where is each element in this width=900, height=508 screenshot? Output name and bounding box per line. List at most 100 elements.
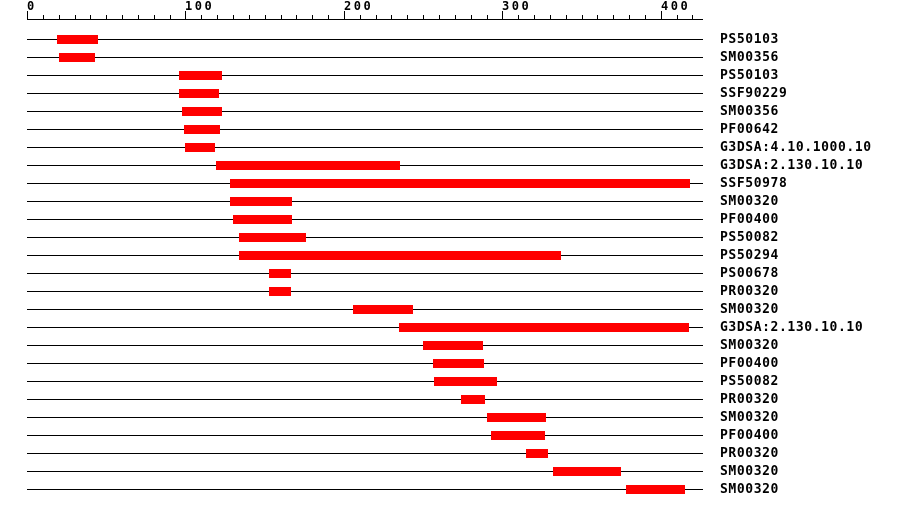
row-baseline (27, 471, 703, 472)
axis-minor-tick (75, 15, 76, 19)
axis-minor-tick (154, 15, 155, 19)
axis-minor-tick (597, 15, 598, 19)
axis-minor-tick (550, 15, 551, 19)
domain-match-bar (526, 449, 548, 458)
row-label: PR00320 (720, 284, 779, 299)
row-label: SSF50978 (720, 176, 788, 191)
axis-minor-tick (692, 15, 693, 19)
domain-match-bar (487, 413, 546, 422)
domain-match-bar (353, 305, 413, 314)
axis-minor-tick (391, 15, 392, 19)
axis-minor-tick (629, 15, 630, 19)
row-label: PR00320 (720, 446, 779, 461)
axis-minor-tick (582, 15, 583, 19)
row-baseline (27, 291, 703, 292)
axis-tick-label: 100 (185, 0, 215, 13)
domain-match-bar (399, 323, 689, 332)
row-label: PF00400 (720, 356, 779, 371)
axis-minor-tick (376, 15, 377, 19)
axis-minor-tick (122, 15, 123, 19)
domain-match-bar (184, 125, 220, 134)
row-baseline (27, 201, 703, 202)
row-baseline (27, 399, 703, 400)
axis-minor-tick (296, 15, 297, 19)
row-label: PS50082 (720, 230, 779, 245)
row-label: PF00642 (720, 122, 779, 137)
row-label: G3DSA:2.130.10.10 (720, 158, 864, 173)
row-label: PS50103 (720, 68, 779, 83)
axis-minor-tick (471, 15, 472, 19)
row-label: PF00400 (720, 428, 779, 443)
axis-baseline (27, 19, 703, 20)
domain-match-bar (239, 233, 306, 242)
domain-match-bar (230, 179, 690, 188)
axis-minor-tick (106, 15, 107, 19)
axis-tick-label: 0 (27, 0, 37, 13)
domain-match-bar (626, 485, 685, 494)
axis-major-tick (27, 11, 28, 19)
domain-match-bar (57, 35, 98, 44)
row-baseline (27, 435, 703, 436)
domain-match-bar (434, 377, 497, 386)
row-baseline (27, 345, 703, 346)
row-baseline (27, 147, 703, 148)
row-label: SM00320 (720, 338, 779, 353)
row-baseline (27, 363, 703, 364)
domain-match-bar (185, 143, 215, 152)
domain-match-bar (461, 395, 485, 404)
axis-minor-tick (281, 15, 282, 19)
axis-minor-tick (518, 15, 519, 19)
row-label: G3DSA:2.130.10.10 (720, 320, 864, 335)
axis-minor-tick (90, 15, 91, 19)
domain-match-bar (179, 89, 219, 98)
row-label: PS50082 (720, 374, 779, 389)
domain-match-bar (269, 269, 291, 278)
row-label: PF00400 (720, 212, 779, 227)
axis-minor-tick (423, 15, 424, 19)
row-label: SM00320 (720, 194, 779, 209)
row-label: SM00356 (720, 50, 779, 65)
domain-match-bar (233, 215, 292, 224)
axis-minor-tick (439, 15, 440, 19)
domain-match-bar (230, 197, 292, 206)
row-label: PS50294 (720, 248, 779, 263)
row-baseline (27, 489, 703, 490)
axis-major-tick (344, 11, 345, 19)
axis-tick-label: 300 (502, 0, 532, 13)
row-label: SSF90229 (720, 86, 788, 101)
domain-match-bar (239, 251, 561, 260)
axis-minor-tick (455, 15, 456, 19)
axis-minor-tick (43, 15, 44, 19)
row-label: SM00320 (720, 302, 779, 317)
row-baseline (27, 219, 703, 220)
row-label: PS50103 (720, 32, 779, 47)
row-baseline (27, 93, 703, 94)
row-label: SM00320 (720, 482, 779, 497)
axis-minor-tick (217, 15, 218, 19)
axis-minor-tick (138, 15, 139, 19)
domain-match-bar (216, 161, 400, 170)
axis-minor-tick (201, 15, 202, 19)
row-label: SM00320 (720, 410, 779, 425)
axis-minor-tick (233, 15, 234, 19)
domain-match-bar (423, 341, 483, 350)
row-label: SM00356 (720, 104, 779, 119)
domain-match-bar (491, 431, 545, 440)
axis-minor-tick (407, 15, 408, 19)
axis-minor-tick (59, 15, 60, 19)
axis-major-tick (185, 11, 186, 19)
axis-major-tick (502, 11, 503, 19)
axis-minor-tick (487, 15, 488, 19)
axis-minor-tick (613, 15, 614, 19)
domain-match-bar (553, 467, 621, 476)
row-baseline (27, 327, 703, 328)
domain-match-bar (59, 53, 95, 62)
axis-minor-tick (534, 15, 535, 19)
domain-match-bar (179, 71, 222, 80)
row-baseline (27, 237, 703, 238)
axis-minor-tick (566, 15, 567, 19)
axis-minor-tick (249, 15, 250, 19)
axis-minor-tick (312, 15, 313, 19)
row-label: PR00320 (720, 392, 779, 407)
